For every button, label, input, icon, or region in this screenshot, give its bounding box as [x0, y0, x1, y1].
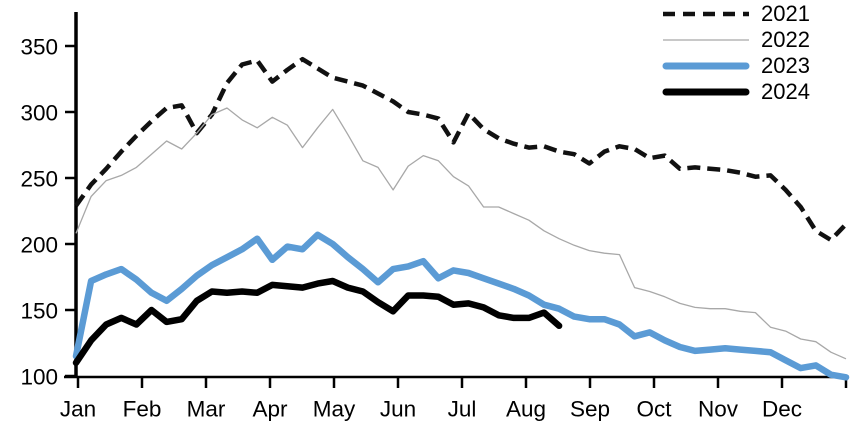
y-tick-label: 300: [20, 101, 58, 126]
x-tick-label: Nov: [698, 397, 739, 422]
series-line-2022: [75, 107, 847, 360]
x-tick-label: Aug: [506, 397, 546, 422]
series-line-2023: [72, 231, 850, 381]
y-tick-label: 250: [20, 167, 58, 192]
legend-line-blue-icon: [662, 62, 750, 70]
x-tick-label: Jul: [448, 397, 477, 422]
legend: 2021 2022 2023 2024: [655, 1, 852, 105]
x-tick-label: Jun: [380, 397, 416, 422]
legend-label: 2024: [761, 79, 810, 104]
y-tick-label: 350: [20, 35, 58, 60]
series-line-2024: [72, 277, 563, 367]
legend-item-2023: 2023: [655, 53, 852, 79]
legend-item-2021: 2021: [655, 1, 852, 27]
x-tick-label: Oct: [636, 397, 672, 422]
x-tick-label: Dec: [762, 397, 802, 422]
legend-item-2024: 2024: [655, 79, 852, 105]
x-tick-label: Apr: [252, 397, 288, 422]
x-tick-label: Jan: [60, 397, 96, 422]
y-tick-label: 100: [20, 365, 58, 390]
x-tick-label: Sep: [570, 397, 610, 422]
y-tick-label: 150: [20, 299, 58, 324]
legend-line-thin-icon: [663, 39, 749, 41]
x-tick-label: May: [313, 397, 356, 422]
y-tick-label: 200: [20, 233, 58, 258]
x-tick-label: Mar: [187, 397, 226, 422]
legend-item-2022: 2022: [655, 27, 852, 53]
legend-label: 2021: [761, 1, 810, 26]
legend-line-dashed-icon: [663, 11, 749, 17]
legend-label: 2023: [761, 53, 810, 78]
legend-label: 2022: [761, 27, 810, 52]
legend-line-black-icon: [662, 88, 750, 96]
x-tick-label: Feb: [123, 397, 162, 422]
